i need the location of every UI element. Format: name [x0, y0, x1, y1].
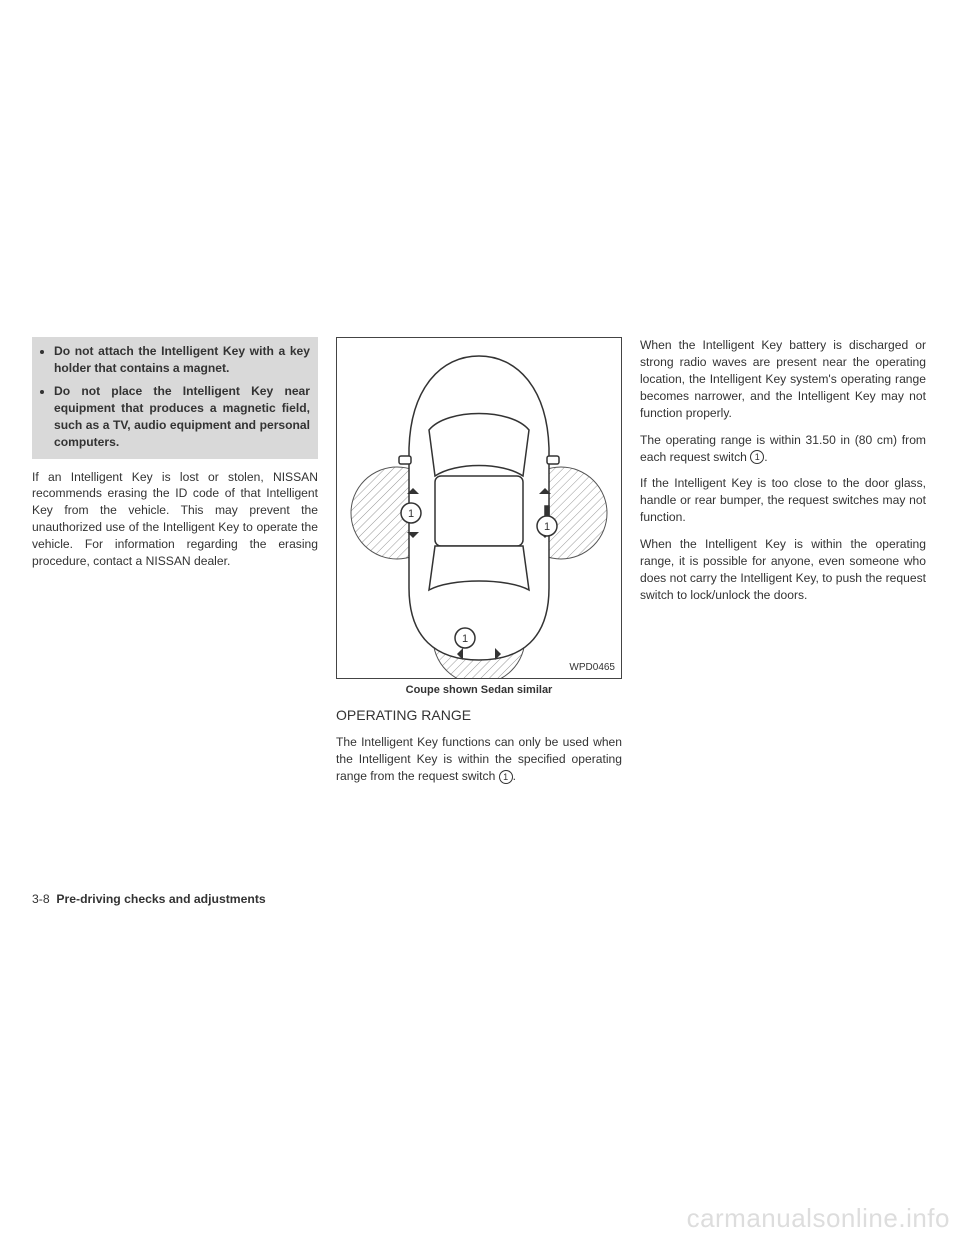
circled-marker: 1: [750, 450, 764, 464]
page-footer: 3-8 Pre-driving checks and adjustments: [32, 892, 266, 906]
operating-range-figure: 1 1 1 WPD0465: [336, 337, 622, 679]
section-subhead: OPERATING RANGE: [336, 706, 622, 726]
body-paragraph: If the Intelligent Key is too close to t…: [640, 475, 926, 526]
para-text: The operating range is within 31.50 in (…: [640, 433, 926, 464]
warning-item: Do not place the Intelligent Key near eq…: [54, 383, 310, 451]
column-center: 1 1 1 WPD0465 Coupe shown Sedan similar …: [336, 337, 622, 795]
para-text: .: [513, 769, 516, 783]
para-text: The Intelligent Key functions can only b…: [336, 735, 622, 783]
circled-marker: 1: [499, 770, 513, 784]
body-paragraph: If an Intelligent Key is lost or stolen,…: [32, 469, 318, 571]
body-paragraph: When the Intelligent Key battery is disc…: [640, 337, 926, 422]
column-left: Do not attach the Intelligent Key with a…: [32, 337, 318, 795]
warning-list: Do not attach the Intelligent Key with a…: [40, 343, 310, 451]
figure-code: WPD0465: [569, 661, 615, 675]
body-paragraph: When the Intelligent Key is within the o…: [640, 536, 926, 604]
manual-page: Do not attach the Intelligent Key with a…: [0, 0, 960, 1242]
warning-box: Do not attach the Intelligent Key with a…: [32, 337, 318, 459]
para-text: .: [764, 450, 767, 464]
content-columns: Do not attach the Intelligent Key with a…: [32, 337, 928, 795]
section-title: Pre-driving checks and adjustments: [56, 892, 265, 906]
body-paragraph: The Intelligent Key functions can only b…: [336, 734, 622, 785]
svg-text:1: 1: [462, 633, 468, 645]
watermark: carmanualsonline.info: [687, 1203, 950, 1234]
body-paragraph: The operating range is within 31.50 in (…: [640, 432, 926, 466]
figure-caption: Coupe shown Sedan similar: [336, 683, 622, 698]
svg-text:1: 1: [408, 508, 414, 520]
warning-item: Do not attach the Intelligent Key with a…: [54, 343, 310, 377]
column-right: When the Intelligent Key battery is disc…: [640, 337, 926, 795]
car-diagram-svg: 1 1 1: [337, 338, 621, 678]
page-number: 3-8: [32, 892, 50, 906]
svg-text:1: 1: [544, 521, 550, 533]
